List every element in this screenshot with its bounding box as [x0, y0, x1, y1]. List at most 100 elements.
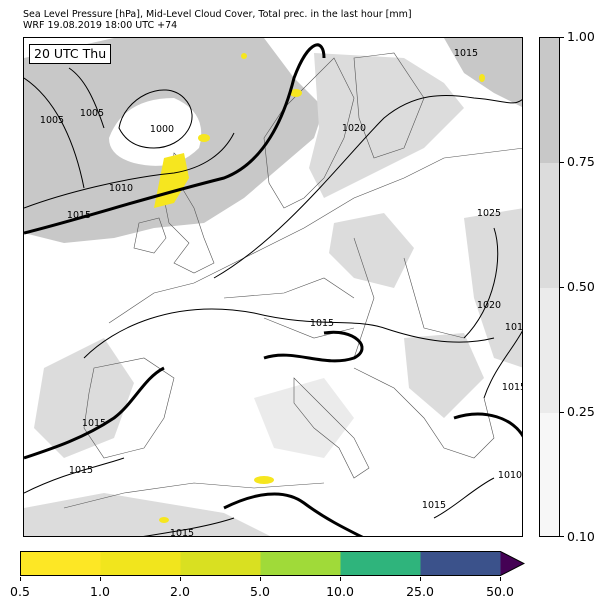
- isobar-label: 1025: [477, 208, 501, 219]
- isobar-1015-north: [24, 43, 326, 235]
- precip-tick-label: 10.0: [326, 584, 354, 599]
- cloud-tick-label: 1.00: [567, 29, 595, 44]
- cloud-central: [329, 213, 414, 288]
- isobar-1000: [118, 89, 193, 149]
- isobar-label: 1005: [80, 108, 104, 119]
- isobar-label: 1010: [498, 470, 522, 481]
- isobar-labels: 1015 1005 1005 1000 1020 1010 1015 1025 …: [40, 48, 523, 537]
- cloud-tick: [560, 287, 564, 288]
- cloud-tick: [560, 37, 564, 38]
- precip-bar-segment: [180, 551, 261, 576]
- isobar-label: 1015: [502, 382, 523, 393]
- precip-tick-label: 25.0: [406, 584, 434, 599]
- isobar-label: 1015: [422, 500, 446, 511]
- precip-tick: [100, 577, 101, 581]
- coastlines-layer: [63, 52, 522, 509]
- cloud-bar-segment: [540, 38, 559, 163]
- coast-ireland: [133, 217, 167, 254]
- precip-tick-label: 0.5: [10, 584, 30, 599]
- map-panel: 1015 1005 1005 1000 1020 1010 1015 1025 …: [23, 37, 523, 537]
- isobar-label: 1010: [109, 183, 133, 194]
- cloud-tick-label: 0.10: [567, 529, 595, 544]
- precip-north-africa: [254, 476, 274, 484]
- valid-time-badge: 20 UTC Thu: [29, 44, 112, 64]
- isobar-1015-central: [83, 308, 495, 359]
- coast-scandinavia: [263, 57, 355, 209]
- precip-tick-label: 2.0: [170, 584, 190, 599]
- cloud-tick-label: 0.25: [567, 404, 595, 419]
- precip-bar-extend-arrow: [500, 551, 524, 576]
- isobar-label: 1015: [69, 465, 93, 476]
- cloud-tick: [560, 536, 564, 537]
- isobar-1025: [463, 227, 499, 339]
- precip-tick-label: 5.0: [250, 584, 270, 599]
- cloud-tick-label: 0.75: [567, 154, 595, 169]
- isobar-label: 1015: [505, 322, 523, 333]
- isobar-1015-africa: [143, 517, 235, 536]
- coast-north-africa: [63, 482, 325, 509]
- coast-continent: [108, 147, 522, 324]
- precip-colorbar: [20, 551, 525, 576]
- isobar-label: 1015: [454, 48, 478, 59]
- precip-norway: [290, 89, 302, 97]
- precip-tick: [420, 577, 421, 581]
- isobar-1020: [213, 94, 522, 279]
- isobar-1015-south: [223, 492, 364, 536]
- isobar-label: 1015: [310, 318, 334, 329]
- coast-balkans: [353, 367, 495, 459]
- isobar-label: 1015: [170, 528, 194, 537]
- isobar-1015-sw: [24, 457, 125, 494]
- cloud-cover-colorbar: [539, 37, 560, 537]
- precip-tick: [260, 577, 261, 581]
- cloud-bar-segment: [540, 163, 559, 288]
- cloud-tick: [560, 412, 564, 413]
- precip-tick: [340, 577, 341, 581]
- cloud-mediterranean: [254, 378, 354, 458]
- precip-bar-segment: [420, 551, 501, 576]
- isobar-1005-b: [68, 67, 105, 129]
- isobar-label: 1000: [150, 124, 174, 135]
- isobar-1015-iberia: [24, 366, 165, 460]
- cloud-northeast: [444, 38, 522, 107]
- isobar-1015-southeast: [433, 477, 495, 519]
- isobar-1010-east: [453, 412, 522, 438]
- cloud-tick: [560, 162, 564, 163]
- isobar-label: 1015: [82, 418, 106, 429]
- isobar-label: 1015: [67, 210, 91, 221]
- precip-tick-label: 50.0: [486, 584, 514, 599]
- coast-iberia: [83, 357, 175, 459]
- cloud-cover-layer: [24, 38, 522, 536]
- precip-bar-segment: [20, 551, 101, 576]
- cloud-bar-segment: [540, 288, 559, 413]
- coast-finland: [353, 52, 425, 159]
- precip-tick: [500, 577, 501, 581]
- precip-north-sea: [198, 134, 210, 142]
- cloud-bar-segment: [540, 413, 559, 536]
- cloud-tick-label: 0.50: [567, 279, 595, 294]
- precip-bar-segment: [100, 551, 181, 576]
- precip-scattered-1: [241, 53, 247, 59]
- isobar-1015-east: [483, 330, 522, 399]
- coast-italy: [293, 377, 370, 479]
- cloud-north-sea: [309, 53, 464, 198]
- precip-tick-label: 1.0: [90, 584, 110, 599]
- precip-southwest: [159, 517, 169, 523]
- isobar-label: 1005: [40, 115, 64, 126]
- cloud-west: [34, 338, 134, 458]
- isobars-layer: [24, 43, 522, 536]
- cloud-hole-low: [109, 98, 202, 166]
- precip-tick: [180, 577, 181, 581]
- precip-tick: [20, 577, 21, 581]
- precip-bar-segment: [340, 551, 421, 576]
- cloud-balkans: [404, 333, 484, 418]
- chart-title: Sea Level Pressure [hPa], Mid-Level Clou…: [23, 9, 412, 20]
- isobar-1005-a: [24, 77, 85, 189]
- cloud-north-africa: [24, 493, 270, 536]
- isobar-label: 1020: [477, 300, 501, 311]
- country-borders: [223, 237, 465, 359]
- precip-bar-outline: [20, 551, 525, 576]
- isobar-1010: [24, 132, 235, 209]
- isobar-1015-alps: [263, 330, 364, 363]
- isobar-label: 1020: [342, 123, 366, 134]
- precip-northeast: [479, 74, 485, 82]
